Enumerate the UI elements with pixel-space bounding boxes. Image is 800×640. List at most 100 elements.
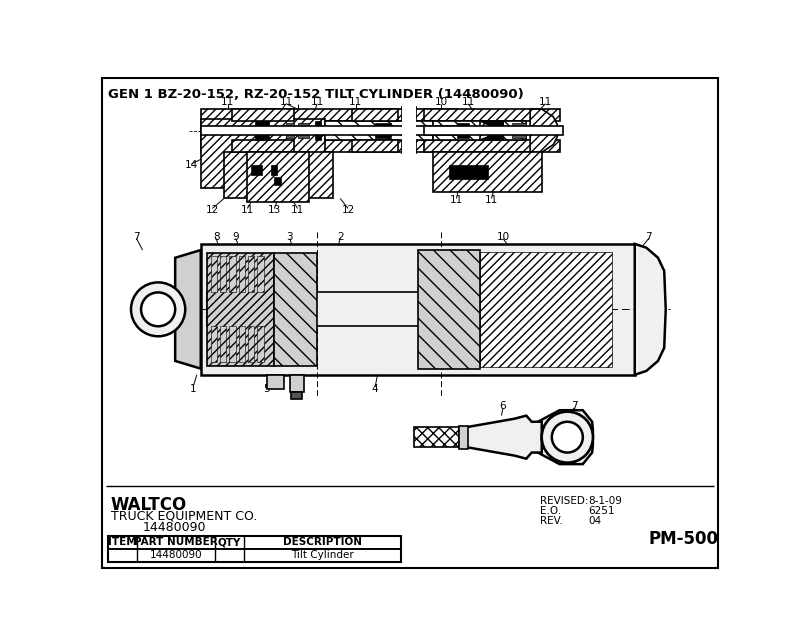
Text: 6: 6 bbox=[500, 401, 506, 412]
Circle shape bbox=[542, 412, 593, 463]
Bar bbox=[375, 131, 390, 138]
Text: 11: 11 bbox=[279, 97, 293, 108]
Bar bbox=[449, 165, 487, 179]
Text: 8: 8 bbox=[213, 232, 219, 242]
Bar bbox=[434, 131, 526, 140]
Text: TRUCK EQUIPMENT CO.: TRUCK EQUIPMENT CO. bbox=[111, 509, 258, 522]
Polygon shape bbox=[230, 256, 236, 292]
Text: 10: 10 bbox=[434, 97, 447, 108]
Bar bbox=[325, 122, 434, 131]
Bar bbox=[201, 131, 356, 140]
Polygon shape bbox=[220, 326, 226, 362]
Bar bbox=[512, 123, 526, 131]
Text: 5: 5 bbox=[263, 383, 270, 394]
Bar bbox=[201, 109, 457, 122]
Bar bbox=[480, 122, 503, 131]
Text: 11: 11 bbox=[539, 97, 552, 108]
Bar bbox=[286, 123, 294, 131]
Polygon shape bbox=[258, 326, 263, 362]
Bar bbox=[512, 131, 526, 138]
Polygon shape bbox=[238, 256, 245, 292]
Bar bbox=[352, 140, 398, 152]
Bar bbox=[207, 253, 274, 365]
Bar bbox=[459, 426, 468, 449]
Circle shape bbox=[552, 422, 583, 452]
Circle shape bbox=[141, 292, 175, 326]
Polygon shape bbox=[530, 109, 558, 152]
Text: 12: 12 bbox=[342, 205, 354, 215]
Bar bbox=[201, 140, 457, 152]
Polygon shape bbox=[258, 256, 263, 292]
Polygon shape bbox=[230, 326, 236, 362]
Bar bbox=[201, 244, 634, 375]
Bar bbox=[424, 126, 563, 135]
Text: 6251: 6251 bbox=[588, 506, 614, 516]
Polygon shape bbox=[634, 244, 666, 375]
Bar bbox=[352, 109, 398, 122]
Polygon shape bbox=[466, 415, 542, 459]
Bar bbox=[274, 253, 317, 365]
Polygon shape bbox=[248, 326, 254, 362]
Text: 3: 3 bbox=[286, 232, 293, 242]
Text: GEN 1 BZ-20-152, RZ-20-152 TILT CYLINDER (14480090): GEN 1 BZ-20-152, RZ-20-152 TILT CYLINDER… bbox=[108, 88, 523, 100]
Text: 04: 04 bbox=[588, 516, 602, 527]
Text: PM-500: PM-500 bbox=[649, 529, 718, 548]
Text: 4: 4 bbox=[372, 383, 378, 394]
Text: REVISED:: REVISED: bbox=[540, 497, 589, 506]
Bar bbox=[424, 109, 559, 122]
Text: 2: 2 bbox=[337, 232, 343, 242]
Bar bbox=[201, 122, 356, 131]
Bar bbox=[418, 250, 480, 369]
Text: 10: 10 bbox=[497, 232, 510, 242]
Text: 7: 7 bbox=[646, 232, 652, 242]
Bar bbox=[414, 427, 459, 447]
Bar bbox=[457, 131, 469, 138]
Text: Tilt Cylinder: Tilt Cylinder bbox=[291, 550, 354, 561]
Bar bbox=[108, 536, 401, 549]
Polygon shape bbox=[220, 256, 226, 292]
Polygon shape bbox=[538, 410, 593, 464]
Polygon shape bbox=[211, 326, 217, 362]
Polygon shape bbox=[175, 250, 201, 369]
Text: REV.: REV. bbox=[540, 516, 563, 527]
Bar bbox=[290, 375, 304, 392]
Text: E.O.: E.O. bbox=[540, 506, 562, 516]
Text: 14: 14 bbox=[185, 161, 198, 170]
Text: 7: 7 bbox=[133, 232, 140, 242]
Bar bbox=[457, 123, 469, 131]
Text: 8-1-09: 8-1-09 bbox=[588, 497, 622, 506]
Bar bbox=[232, 140, 294, 152]
Bar bbox=[201, 126, 464, 135]
Text: 9: 9 bbox=[232, 232, 239, 242]
Bar bbox=[286, 131, 294, 138]
Polygon shape bbox=[248, 256, 254, 292]
Bar bbox=[480, 252, 611, 367]
Bar bbox=[201, 119, 325, 188]
Text: 11: 11 bbox=[291, 205, 304, 215]
Text: WALTCO: WALTCO bbox=[111, 497, 187, 515]
Text: ITEM: ITEM bbox=[108, 537, 137, 547]
Bar bbox=[298, 131, 310, 138]
Bar bbox=[480, 131, 503, 140]
Text: 1: 1 bbox=[190, 383, 196, 394]
Bar bbox=[108, 536, 401, 562]
Bar bbox=[298, 123, 310, 131]
Text: 11: 11 bbox=[241, 205, 254, 215]
Bar bbox=[424, 140, 559, 152]
Text: 11: 11 bbox=[222, 97, 234, 108]
Bar bbox=[251, 165, 262, 175]
Bar bbox=[108, 549, 401, 562]
Text: 14480090: 14480090 bbox=[142, 521, 206, 534]
Text: 11: 11 bbox=[450, 195, 463, 205]
Text: 14480090: 14480090 bbox=[150, 550, 202, 561]
Bar bbox=[255, 131, 269, 140]
Bar bbox=[434, 152, 542, 192]
Polygon shape bbox=[211, 256, 217, 292]
Bar bbox=[434, 122, 526, 131]
Text: 12: 12 bbox=[206, 205, 219, 215]
Circle shape bbox=[131, 282, 186, 336]
Text: DESCRIPTION: DESCRIPTION bbox=[283, 537, 362, 547]
Bar bbox=[224, 152, 333, 198]
Bar bbox=[266, 375, 284, 388]
Circle shape bbox=[542, 412, 593, 463]
